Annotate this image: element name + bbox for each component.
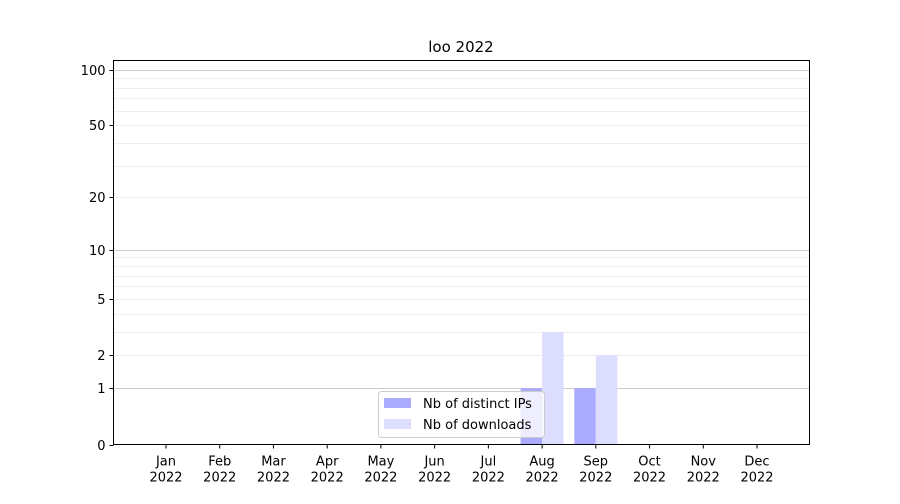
x-tick-label: Dec 2022: [740, 455, 773, 486]
x-tick-label: Mar 2022: [257, 455, 290, 486]
x-tick-label: Nov 2022: [687, 455, 720, 486]
bar-distinct-ips: [574, 388, 596, 445]
y-tick-label: 0: [97, 439, 105, 454]
x-tick-label: Apr 2022: [311, 455, 344, 486]
x-tick-label: Feb 2022: [203, 455, 236, 486]
chart-title: loo 2022: [428, 38, 493, 56]
x-tick-label: Aug 2022: [526, 455, 559, 486]
y-tick-label: 20: [89, 191, 106, 206]
grid: [113, 70, 810, 389]
x-tick-label: Jul 2022: [472, 455, 505, 486]
x-axis: Jan 2022 Feb 2022 Mar 2022 Apr 2022 May 2022 Jun 20…: [149, 444, 774, 486]
x-tick-label: Sep 2022: [579, 455, 612, 486]
y-tick-label: 5: [97, 293, 105, 308]
x-tick-label: May 2022: [364, 455, 397, 486]
y-axis: 0 1 2 5 10 20 50 100: [81, 64, 114, 454]
y-tick-label: 1: [97, 382, 105, 397]
y-tick-label: 10: [89, 244, 106, 259]
legend-box: [378, 391, 545, 438]
bar-downloads: [595, 355, 618, 445]
x-tick-label: Oct 2022: [633, 455, 666, 486]
legend-label: Nb of downloads: [423, 418, 532, 433]
legend: Nb of distinct IPs Nb of downloads: [378, 391, 545, 438]
legend-swatch: [384, 419, 411, 429]
bar-downloads: [542, 331, 564, 445]
plot-frame: [113, 60, 810, 445]
x-tick-label: Jun 2022: [418, 455, 451, 486]
legend-swatch: [384, 398, 411, 408]
legend-label: Nb of distinct IPs: [423, 397, 532, 412]
y-tick-label: 2: [97, 349, 105, 364]
y-tick-label: 50: [89, 119, 106, 134]
x-tick-label: Jan 2022: [149, 455, 182, 486]
y-tick-label: 100: [81, 64, 106, 79]
